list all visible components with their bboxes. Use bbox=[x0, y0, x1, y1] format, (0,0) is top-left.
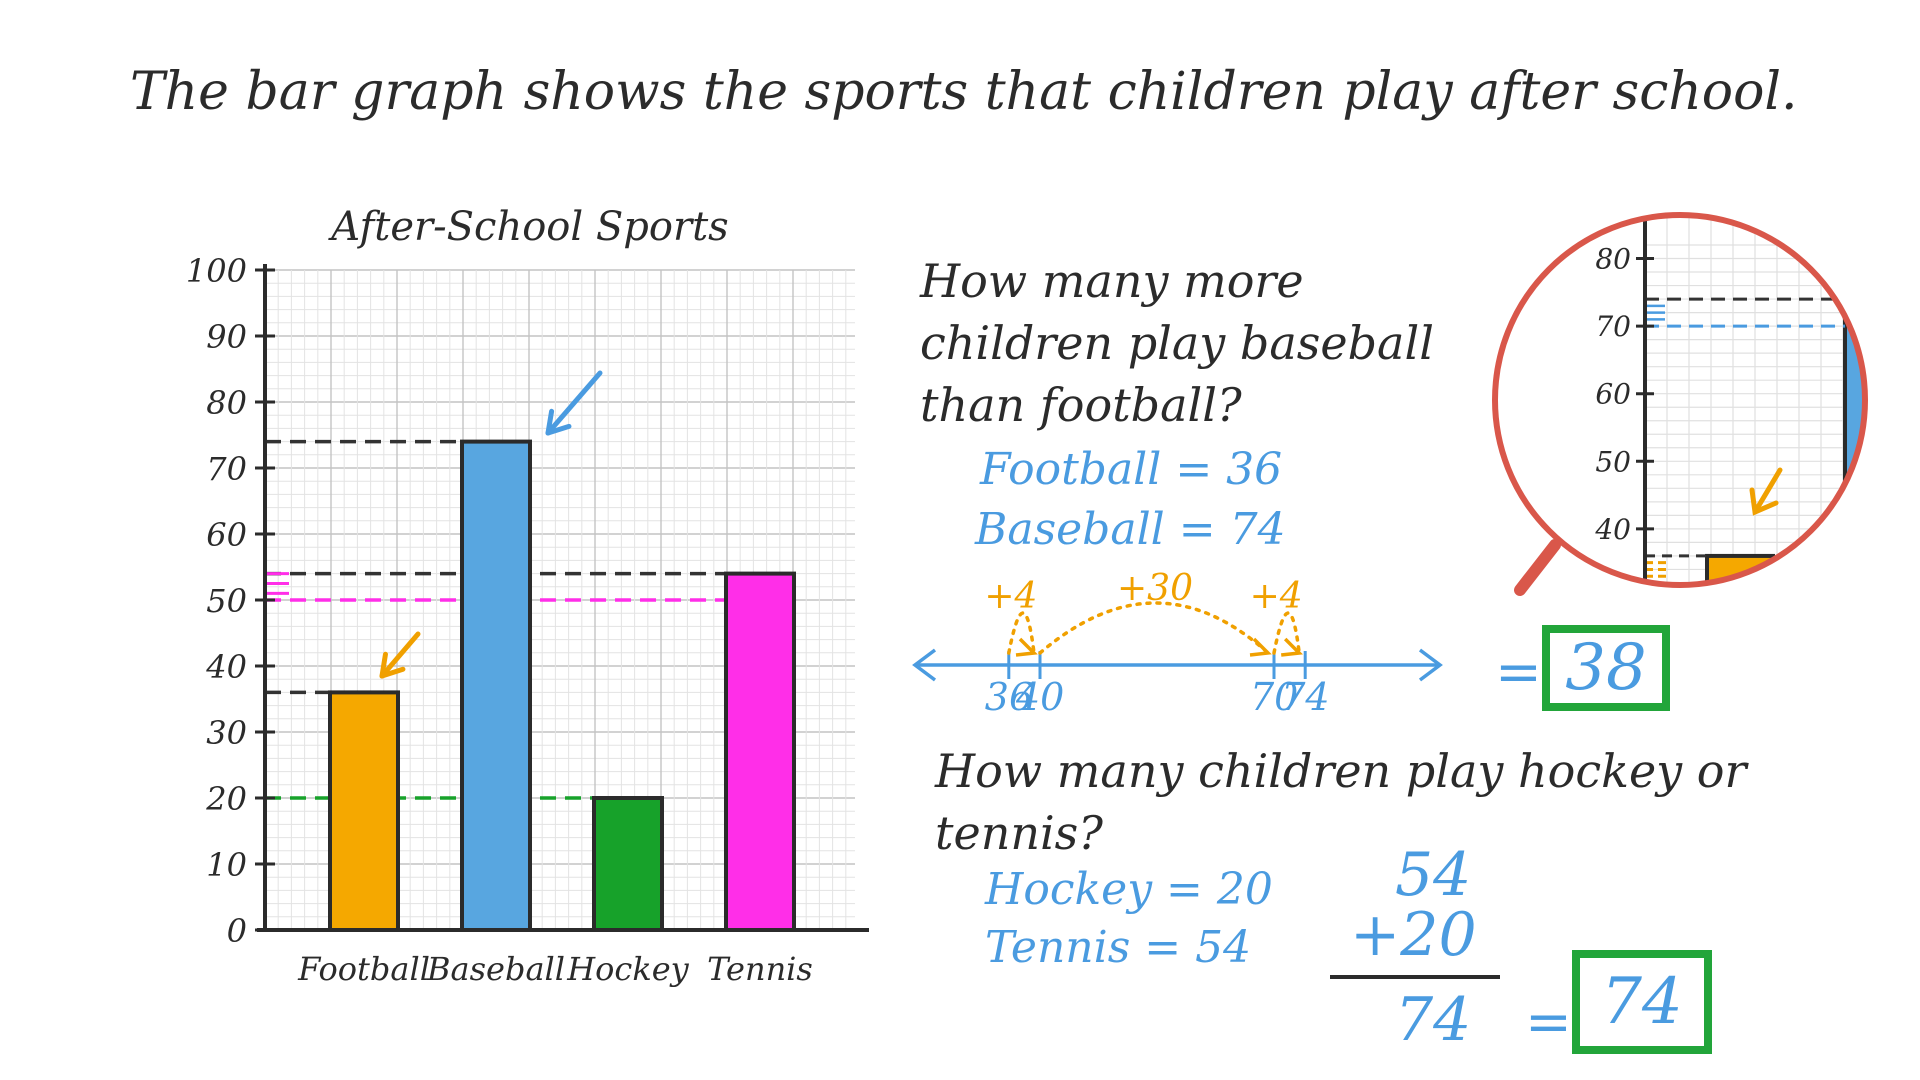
zoom-arrow-football bbox=[1749, 467, 1783, 516]
hockey-value-line: Hockey = 20 bbox=[985, 864, 1273, 915]
zoom-tick-label: 30 bbox=[1595, 580, 1631, 613]
baseball-value-line: Baseball = 74 bbox=[975, 504, 1286, 555]
question-1-text: How many more children play baseball tha… bbox=[920, 254, 1434, 432]
addend-1: 54 bbox=[1395, 840, 1472, 910]
magnifier-handle bbox=[1514, 539, 1561, 596]
tennis-value-line: Tennis = 54 bbox=[985, 922, 1252, 973]
y-tick-label: 90 bbox=[206, 318, 247, 356]
sum-total: 74 bbox=[1395, 985, 1472, 1055]
y-tick-label: 60 bbox=[206, 516, 247, 554]
zoom-arrow-baseball bbox=[1872, 220, 1905, 272]
arrow-head bbox=[545, 423, 572, 436]
zoom-tick-label: 80 bbox=[1595, 243, 1631, 276]
category-label-tennis: Tennis bbox=[707, 950, 813, 988]
answer-1-box: 38 bbox=[1542, 625, 1670, 711]
y-tick-label: 30 bbox=[206, 714, 247, 752]
answer-2-equals: = bbox=[1525, 990, 1572, 1055]
zoom-tick-label: 40 bbox=[1594, 513, 1631, 546]
magnifier-ring bbox=[1492, 212, 1868, 588]
number-line-label: 40 bbox=[1016, 675, 1065, 719]
arrow-head bbox=[379, 666, 406, 679]
y-tick-label: 0 bbox=[227, 912, 247, 950]
page-heading: The bar graph shows the sports that chil… bbox=[130, 62, 1798, 122]
arrow-head bbox=[545, 408, 555, 436]
addend-2: +20 bbox=[1350, 900, 1477, 970]
answer-2-box: 74 bbox=[1572, 950, 1712, 1054]
answer-2-value: 74 bbox=[1601, 965, 1683, 1039]
y-tick-label: 20 bbox=[205, 780, 247, 818]
arrow-head bbox=[1872, 250, 1896, 272]
arrow-shaft bbox=[1752, 467, 1783, 515]
jump-arc bbox=[1038, 601, 1270, 655]
jump-arrow-head bbox=[1015, 637, 1038, 657]
jump-label: +30 bbox=[1117, 568, 1193, 609]
bar-football bbox=[328, 690, 400, 933]
arrow-head bbox=[379, 651, 388, 679]
jump-arc bbox=[1272, 611, 1301, 655]
arrow-head bbox=[1749, 487, 1779, 516]
zoom-tick-label: 50 bbox=[1595, 445, 1631, 478]
arrow-shaft bbox=[1875, 220, 1905, 272]
category-label-football: Football bbox=[297, 950, 430, 988]
zoom-tick-label: 70 bbox=[1595, 310, 1631, 343]
football-arrow bbox=[379, 631, 421, 679]
chart-title: After-School Sports bbox=[327, 204, 728, 250]
baseball-arrow bbox=[545, 370, 603, 436]
bar-hockey bbox=[592, 796, 664, 932]
answer-1-equals: = bbox=[1495, 640, 1542, 705]
number-line-right-arrow bbox=[1418, 648, 1443, 682]
jump-arrow-head bbox=[1281, 637, 1304, 657]
arrow-shaft bbox=[545, 370, 603, 436]
answer-1-value: 38 bbox=[1565, 631, 1647, 705]
sum-line bbox=[1330, 975, 1500, 979]
zoom-background bbox=[1495, 215, 1865, 585]
number-line-label: 36 bbox=[984, 675, 1034, 719]
category-label-hockey: Hockey bbox=[566, 950, 689, 988]
football-value-line: Football = 36 bbox=[980, 444, 1283, 495]
y-tick-label: 80 bbox=[206, 384, 247, 422]
arrow-shaft bbox=[379, 631, 421, 679]
zoom-bar-baseball bbox=[1843, 297, 1865, 585]
category-label-baseball: Baseball bbox=[426, 950, 565, 988]
y-tick-label: 10 bbox=[206, 846, 247, 884]
jump-label: +4 bbox=[1249, 576, 1303, 617]
jump-label: +4 bbox=[984, 576, 1038, 617]
bar-tennis bbox=[724, 571, 796, 932]
question-2-text: How many children play hockey or tennis? bbox=[935, 744, 1747, 860]
number-line-label: 70 bbox=[1250, 675, 1299, 719]
y-tick-label: 100 bbox=[186, 252, 247, 290]
y-tick-label: 70 bbox=[206, 450, 247, 488]
number-line-left-arrow bbox=[912, 648, 937, 682]
y-tick-label: 40 bbox=[205, 648, 247, 686]
bar-baseball bbox=[460, 439, 532, 932]
zoom-tick-label: 60 bbox=[1595, 378, 1631, 411]
jump-arrow-head bbox=[1249, 637, 1272, 657]
number-line-label: 74 bbox=[1281, 675, 1330, 719]
jump-arc bbox=[1007, 611, 1036, 655]
y-tick-label: 50 bbox=[206, 582, 247, 620]
